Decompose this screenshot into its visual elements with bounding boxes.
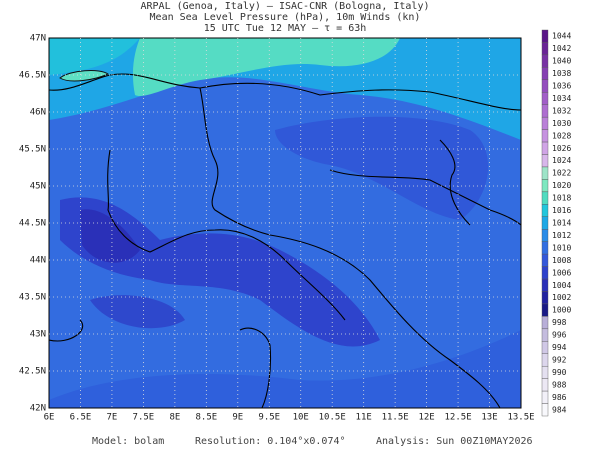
lon-label: 6.5E bbox=[70, 413, 92, 423]
colorbar-swatch bbox=[541, 29, 549, 43]
lon-label: 12.5E bbox=[445, 413, 472, 423]
lat-label: 45N bbox=[30, 182, 46, 192]
colorbar-label: 1022 bbox=[552, 169, 571, 178]
header-line: ARPAL (Genoa, Italy) — ISAC-CNR (Bologna… bbox=[141, 1, 430, 12]
lat-label: 43N bbox=[30, 330, 46, 340]
colorbar-label: 1010 bbox=[552, 243, 571, 252]
lat-label: 47N bbox=[30, 34, 46, 44]
lat-label: 42.5N bbox=[19, 367, 46, 377]
colorbar-label: 1030 bbox=[552, 119, 571, 128]
colorbar-swatch bbox=[541, 390, 549, 404]
lon-label: 9.5E bbox=[258, 413, 280, 423]
footer-analysis: Analysis: Sun 00Z10MAY2026 bbox=[376, 436, 533, 447]
colorbar-swatch bbox=[541, 42, 549, 56]
lon-label: 6E bbox=[44, 413, 55, 423]
footer-model: Model: bolam bbox=[92, 436, 164, 447]
colorbar-swatch bbox=[541, 104, 549, 118]
lon-label: 8E bbox=[169, 413, 180, 423]
colorbar-swatch bbox=[541, 154, 549, 168]
colorbar-swatch bbox=[541, 129, 549, 143]
colorbar-swatch bbox=[541, 291, 549, 305]
colorbar-label: 984 bbox=[552, 405, 567, 414]
colorbar-label: 1028 bbox=[552, 131, 571, 140]
colorbar-label: 1038 bbox=[552, 69, 571, 78]
colorbar-label: 1016 bbox=[552, 206, 571, 215]
colorbar-label: 1014 bbox=[552, 219, 571, 228]
lon-label: 13.5E bbox=[507, 413, 534, 423]
lon-label: 11.5E bbox=[382, 413, 409, 423]
lon-label: 7E bbox=[107, 413, 118, 423]
lon-label: 10.5E bbox=[319, 413, 346, 423]
colorbar-label: 1040 bbox=[552, 57, 571, 66]
header-line: Mean Sea Level Pressure (hPa), 10m Winds… bbox=[150, 12, 421, 23]
colorbar-swatch bbox=[541, 54, 549, 68]
lon-label: 13E bbox=[481, 413, 497, 423]
colorbar-swatch bbox=[541, 328, 549, 342]
colorbar-label: 1000 bbox=[552, 306, 571, 315]
colorbar-label: 1008 bbox=[552, 256, 571, 265]
lon-label: 12E bbox=[418, 413, 434, 423]
footer-resolution: Resolution: 0.104°x0.074° bbox=[195, 436, 346, 447]
lat-label: 43.5N bbox=[19, 293, 46, 303]
colorbar-swatch bbox=[541, 179, 549, 193]
colorbar-swatch bbox=[541, 241, 549, 255]
colorbar-label: 1012 bbox=[552, 231, 571, 240]
colorbar-swatch bbox=[541, 216, 549, 230]
colorbar-swatch bbox=[541, 278, 549, 292]
colorbar-swatch bbox=[541, 191, 549, 205]
lat-label: 46N bbox=[30, 108, 46, 118]
lon-label: 7.5E bbox=[133, 413, 155, 423]
lon-label: 11E bbox=[356, 413, 372, 423]
colorbar-label: 1020 bbox=[552, 181, 571, 190]
colorbar-label: 1032 bbox=[552, 106, 571, 115]
colorbar-swatch bbox=[541, 67, 549, 81]
lat-label: 44N bbox=[30, 256, 46, 266]
colorbar-swatch bbox=[541, 303, 549, 317]
lon-label: 10E bbox=[293, 413, 309, 423]
colorbar-label: 998 bbox=[552, 318, 567, 327]
colorbar-label: 1018 bbox=[552, 194, 571, 203]
colorbar-swatch bbox=[541, 166, 549, 180]
lon-label: 8.5E bbox=[195, 413, 217, 423]
colorbar-swatch bbox=[541, 365, 549, 379]
colorbar-swatch bbox=[541, 378, 549, 392]
colorbar-swatch bbox=[541, 353, 549, 367]
colorbar-label: 994 bbox=[552, 343, 567, 352]
lat-label: 42N bbox=[30, 404, 46, 414]
colorbar-label: 1002 bbox=[552, 293, 571, 302]
colorbar-label: 986 bbox=[552, 393, 567, 402]
colorbar-swatch bbox=[541, 403, 549, 417]
colorbar-swatch bbox=[541, 266, 549, 280]
lat-label: 45.5N bbox=[19, 145, 46, 155]
colorbar-label: 1034 bbox=[552, 94, 571, 103]
colorbar-label: 988 bbox=[552, 380, 567, 389]
colorbar-swatch bbox=[541, 341, 549, 354]
map-field bbox=[49, 38, 521, 408]
lat-label: 46.5N bbox=[19, 71, 46, 81]
colorbar-label: 1042 bbox=[552, 44, 571, 53]
colorbar-label: 996 bbox=[552, 331, 567, 340]
colorbar-label: 1044 bbox=[552, 32, 571, 41]
colorbar-label: 1024 bbox=[552, 156, 571, 165]
colorbar-swatch bbox=[541, 316, 549, 330]
colorbar-swatch bbox=[541, 92, 549, 105]
colorbar-label: 992 bbox=[552, 355, 567, 364]
colorbar-swatch bbox=[541, 79, 549, 93]
colorbar-swatch bbox=[541, 116, 549, 130]
colorbar-swatch bbox=[541, 141, 549, 155]
colorbar-swatch bbox=[541, 229, 549, 242]
colorbar-label: 1004 bbox=[552, 281, 571, 290]
lon-label: 9E bbox=[232, 413, 243, 423]
colorbar-swatch bbox=[541, 253, 549, 267]
header-line: 15 UTC Tue 12 MAY — τ = 63h bbox=[204, 23, 367, 34]
colorbar-swatch bbox=[541, 204, 549, 217]
colorbar-label: 1026 bbox=[552, 144, 571, 153]
colorbar-label: 1006 bbox=[552, 268, 571, 277]
lat-label: 44.5N bbox=[19, 219, 46, 229]
colorbar-label: 1036 bbox=[552, 82, 571, 91]
colorbar-label: 990 bbox=[552, 368, 567, 377]
